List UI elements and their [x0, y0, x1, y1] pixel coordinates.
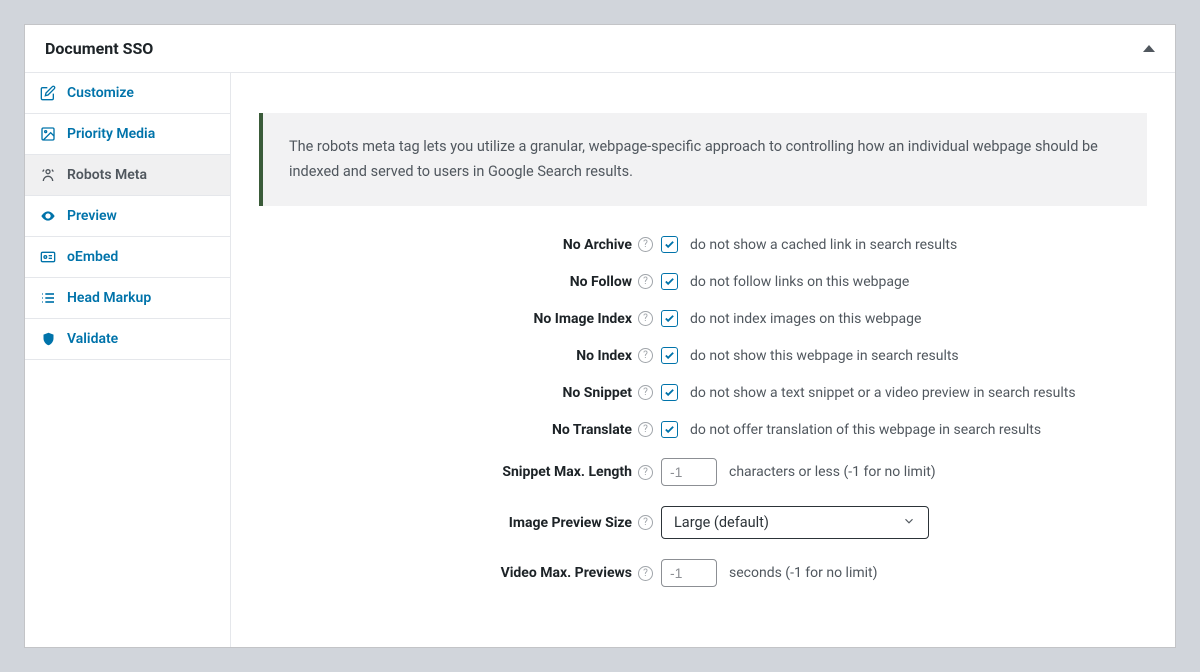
help-icon[interactable]: ? [638, 348, 653, 363]
list-icon [39, 290, 57, 306]
field-no-snippet: No Snippet ? do not show a text snippet … [231, 384, 1147, 401]
help-icon[interactable]: ? [638, 237, 653, 252]
panel-container: Document SSO Customize Priority Media [24, 24, 1176, 648]
field-label: Snippet Max. Length [502, 464, 632, 480]
sidebar-item-label: Preview [67, 208, 117, 224]
card-icon [39, 249, 57, 265]
sidebar-item-label: Validate [67, 331, 118, 347]
field-no-translate: No Translate ? do not offer translation … [231, 421, 1147, 438]
field-label: Image Preview Size [509, 515, 632, 531]
field-label: No Image Index [533, 311, 632, 327]
tab-content: The robots meta tag lets you utilize a g… [231, 73, 1175, 647]
field-suffix: characters or less (-1 for no limit) [729, 464, 936, 480]
field-suffix: seconds (-1 for no limit) [729, 565, 878, 581]
help-icon[interactable]: ? [638, 385, 653, 400]
sidebar-item-label: Customize [67, 85, 134, 101]
checkbox-no-snippet[interactable] [661, 384, 678, 401]
field-no-index: No Index ? do not show this webpage in s… [231, 347, 1147, 364]
sidebar-item-label: Priority Media [67, 126, 155, 142]
checkbox-no-translate[interactable] [661, 421, 678, 438]
sidebar-item-validate[interactable]: Validate [25, 319, 230, 360]
help-icon[interactable]: ? [638, 515, 653, 530]
checkbox-no-index[interactable] [661, 347, 678, 364]
help-icon[interactable]: ? [638, 311, 653, 326]
field-label: No Snippet [563, 385, 632, 401]
field-label: Video Max. Previews [501, 565, 632, 581]
help-icon[interactable]: ? [638, 274, 653, 289]
sidebar-item-preview[interactable]: Preview [25, 196, 230, 237]
field-video-max: Video Max. Previews ? seconds (-1 for no… [231, 559, 1147, 587]
field-no-follow: No Follow ? do not follow links on this … [231, 273, 1147, 290]
field-desc: do not index images on this webpage [690, 311, 921, 327]
sidebar: Customize Priority Media Robots Meta Pre… [25, 73, 231, 647]
checkbox-no-image-index[interactable] [661, 310, 678, 327]
chevron-down-icon [902, 514, 916, 532]
field-image-preview: Image Preview Size ? Large (default) [231, 506, 1147, 539]
sidebar-item-priority-media[interactable]: Priority Media [25, 114, 230, 155]
field-desc: do not offer translation of this webpage… [690, 422, 1041, 438]
page-title: Document SSO [45, 39, 153, 58]
help-icon[interactable]: ? [638, 422, 653, 437]
field-label: No Follow [570, 274, 632, 290]
sidebar-item-robots-meta[interactable]: Robots Meta [25, 155, 230, 196]
shield-icon [39, 331, 57, 347]
field-desc: do not show this webpage in search resul… [690, 348, 959, 364]
panel-body: Customize Priority Media Robots Meta Pre… [25, 73, 1175, 647]
eye-icon [39, 208, 57, 224]
select-image-preview[interactable]: Large (default) [661, 506, 929, 539]
field-snippet-max: Snippet Max. Length ? characters or less… [231, 458, 1147, 486]
sidebar-item-oembed[interactable]: oEmbed [25, 237, 230, 278]
field-desc: do not show a text snippet or a video pr… [690, 385, 1076, 401]
field-desc: do not show a cached link in search resu… [690, 237, 957, 253]
checkbox-no-follow[interactable] [661, 273, 678, 290]
input-video-max[interactable] [661, 559, 717, 587]
select-value: Large (default) [674, 514, 769, 531]
help-icon[interactable]: ? [638, 566, 653, 581]
sidebar-item-customize[interactable]: Customize [25, 73, 230, 114]
sidebar-item-label: Head Markup [67, 290, 151, 306]
field-label: No Index [576, 348, 632, 364]
field-no-image-index: No Image Index ? do not index images on … [231, 310, 1147, 327]
input-snippet-max[interactable] [661, 458, 717, 486]
chevron-up-icon [1143, 45, 1155, 52]
field-label: No Archive [563, 237, 632, 253]
sidebar-item-label: Robots Meta [67, 167, 147, 183]
edit-icon [39, 85, 57, 101]
field-no-archive: No Archive ? do not show a cached link i… [231, 236, 1147, 253]
sidebar-item-head-markup[interactable]: Head Markup [25, 278, 230, 319]
help-icon[interactable]: ? [638, 465, 653, 480]
field-label: No Translate [552, 422, 632, 438]
field-desc: do not follow links on this webpage [690, 274, 909, 290]
robot-icon [39, 167, 57, 183]
panel-header[interactable]: Document SSO [25, 25, 1175, 73]
info-box: The robots meta tag lets you utilize a g… [259, 113, 1147, 206]
checkbox-no-archive[interactable] [661, 236, 678, 253]
sidebar-item-label: oEmbed [67, 249, 118, 265]
image-icon [39, 126, 57, 142]
